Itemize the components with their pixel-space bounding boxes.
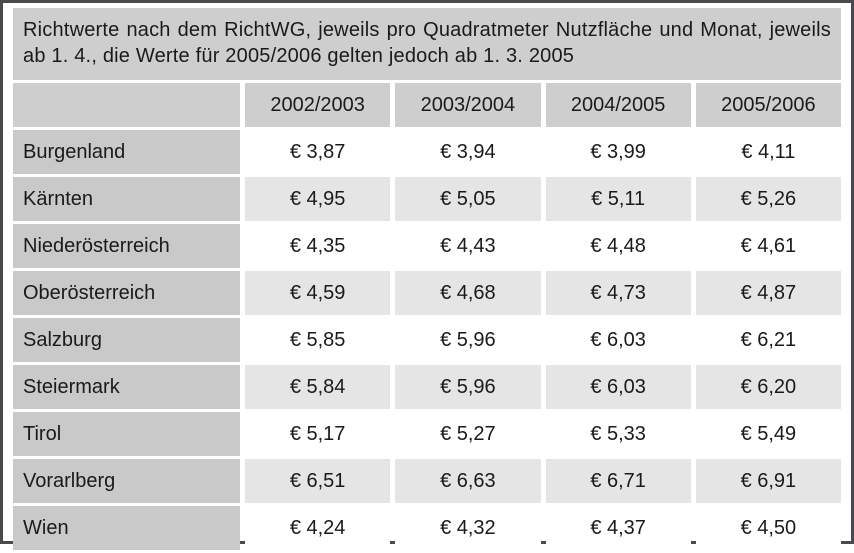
value-cell: € 5,17 <box>245 412 391 456</box>
table-row: Oberösterreich € 4,59 € 4,68 € 4,73 € 4,87 <box>13 271 841 315</box>
value-cell: € 4,35 <box>245 224 391 268</box>
value-cell: € 6,20 <box>695 365 841 409</box>
row-label: Tirol <box>13 412 240 456</box>
column-header-2005-2006: 2005/2006 <box>695 83 841 127</box>
table-caption: Richtwerte nach dem RichtWG, jeweils pro… <box>13 8 841 80</box>
value-cell: € 6,51 <box>245 459 391 503</box>
column-header-2003-2004: 2003/2004 <box>395 83 541 127</box>
value-cell: € 4,61 <box>695 224 841 268</box>
table-row: Vorarlberg € 6,51 € 6,63 € 6,71 € 6,91 <box>13 459 841 503</box>
value-cell: € 5,33 <box>545 412 691 456</box>
value-cell: € 4,43 <box>395 224 541 268</box>
value-cell: € 4,50 <box>695 506 841 550</box>
header-row: 2002/2003 2003/2004 2004/2005 2005/2006 <box>13 83 841 127</box>
value-cell: € 5,05 <box>395 177 541 221</box>
row-label: Niederösterreich <box>13 224 240 268</box>
table-row: Niederösterreich € 4,35 € 4,43 € 4,48 € 4,61 <box>13 224 841 268</box>
value-cell: € 6,21 <box>695 318 841 362</box>
value-cell: € 4,95 <box>245 177 391 221</box>
table-row: Tirol € 5,17 € 5,27 € 5,33 € 5,49 <box>13 412 841 456</box>
table-body: Burgenland € 3,87 € 3,94 € 3,99 € 4,11 Kärnte… <box>13 130 841 550</box>
value-cell: € 3,94 <box>395 130 541 174</box>
value-cell: € 5,96 <box>395 318 541 362</box>
table-row: Wien € 4,24 € 4,32 € 4,37 € 4,50 <box>13 506 841 550</box>
value-cell: € 5,27 <box>395 412 541 456</box>
value-cell: € 6,63 <box>395 459 541 503</box>
column-header-2004-2005: 2004/2005 <box>545 83 691 127</box>
column-header-2002-2003: 2002/2003 <box>245 83 391 127</box>
value-cell: € 5,11 <box>545 177 691 221</box>
value-cell: € 3,87 <box>245 130 391 174</box>
value-cell: € 4,37 <box>545 506 691 550</box>
table-row: Steiermark € 5,84 € 5,96 € 6,03 € 6,20 <box>13 365 841 409</box>
value-cell: € 4,11 <box>695 130 841 174</box>
value-cell: € 4,68 <box>395 271 541 315</box>
value-cell: € 6,71 <box>545 459 691 503</box>
row-label: Salzburg <box>13 318 240 362</box>
table-row: Kärnten € 4,95 € 5,05 € 5,11 € 5,26 <box>13 177 841 221</box>
value-cell: € 5,26 <box>695 177 841 221</box>
value-cell: € 6,03 <box>545 318 691 362</box>
value-cell: € 5,84 <box>245 365 391 409</box>
value-cell: € 5,49 <box>695 412 841 456</box>
table-row: Salzburg € 5,85 € 5,96 € 6,03 € 6,21 <box>13 318 841 362</box>
row-label: Kärnten <box>13 177 240 221</box>
value-cell: € 6,03 <box>545 365 691 409</box>
row-label: Steiermark <box>13 365 240 409</box>
value-cell: € 4,48 <box>545 224 691 268</box>
value-cell: € 4,59 <box>245 271 391 315</box>
value-cell: € 4,73 <box>545 271 691 315</box>
row-label: Oberösterreich <box>13 271 240 315</box>
richtwerte-table: 2002/2003 2003/2004 2004/2005 2005/2006 … <box>8 80 846 553</box>
table-row: Burgenland € 3,87 € 3,94 € 3,99 € 4,11 <box>13 130 841 174</box>
row-label: Burgenland <box>13 130 240 174</box>
row-label: Vorarlberg <box>13 459 240 503</box>
value-cell: € 5,96 <box>395 365 541 409</box>
value-cell: € 4,32 <box>395 506 541 550</box>
row-label: Wien <box>13 506 240 550</box>
corner-cell <box>13 83 240 127</box>
value-cell: € 4,24 <box>245 506 391 550</box>
value-cell: € 6,91 <box>695 459 841 503</box>
value-cell: € 3,99 <box>545 130 691 174</box>
value-cell: € 5,85 <box>245 318 391 362</box>
value-cell: € 4,87 <box>695 271 841 315</box>
